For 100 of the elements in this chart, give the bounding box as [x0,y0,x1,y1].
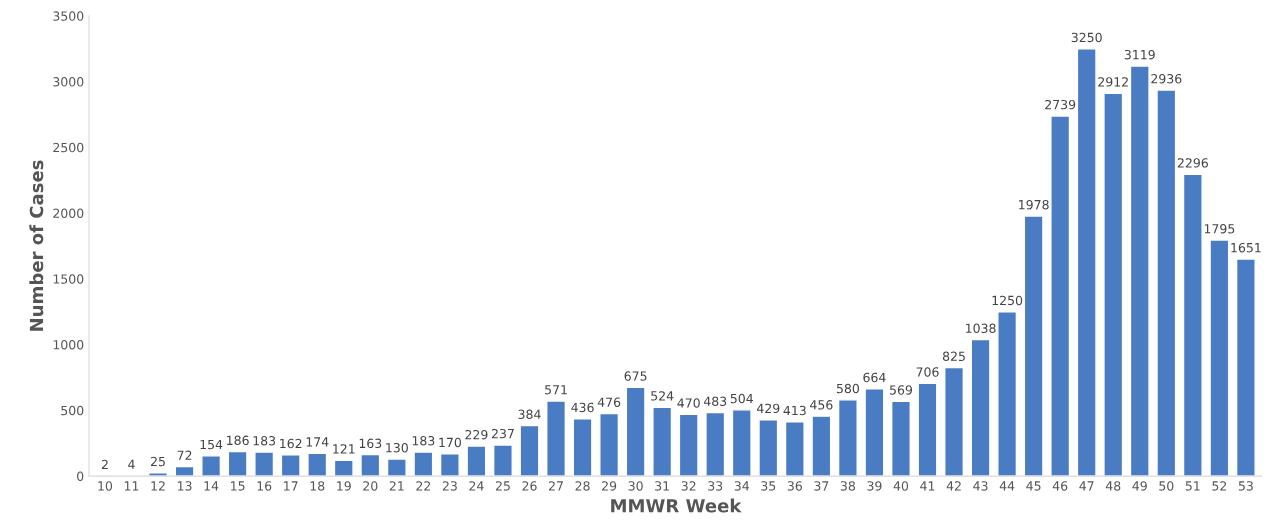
x-tick-label: 36 [787,481,802,491]
x-tick-label: 16 [257,481,272,491]
x-tick-label: 34 [734,481,750,491]
x-tick-label: 32 [681,481,696,491]
bar [1129,65,1150,477]
bar [307,452,328,477]
data-label: 162 [280,438,302,449]
x-tick-label: 10 [98,481,113,491]
data-label: 1978 [1019,199,1049,210]
x-tick-label: 44 [999,481,1015,491]
bar [492,444,513,477]
x-tick-label: 26 [522,481,537,491]
bar [890,400,911,477]
x-tick-label: 12 [151,481,165,491]
data-label: 170 [439,437,461,448]
data-label: 664 [863,372,886,383]
x-tick-label: 42 [946,481,961,491]
bar [784,421,805,477]
x-tick-label: 40 [893,481,909,491]
y-tick-label: 2500 [53,142,84,153]
x-tick-label: 23 [442,481,457,491]
x-tick-label: 15 [231,481,245,491]
x-tick-label: 53 [1238,481,1253,491]
x-tick-label: 25 [495,481,510,491]
data-label: 2936 [1151,73,1182,84]
bar [1235,258,1256,477]
bar [174,465,195,477]
x-tick-label: 17 [284,481,298,491]
bar [917,382,938,477]
data-label: 2739 [1045,99,1076,110]
y-tick-label: 500 [61,405,84,416]
x-tick-label: 41 [920,481,935,491]
x-tick-label: 46 [1052,481,1068,491]
bar [1182,173,1203,477]
x-tick-label: 13 [177,481,192,491]
bar [864,388,885,477]
y-tick-label: 2000 [53,208,84,219]
data-label: 3119 [1124,49,1155,60]
y-axis-title: Number of Cases [29,160,44,331]
bar [837,399,858,477]
bar [280,454,301,477]
data-label: 384 [518,409,541,420]
bar [625,386,646,477]
data-label: 3250 [1071,32,1102,43]
bar [254,451,275,477]
x-tick-label: 27 [548,481,563,491]
data-label: 470 [677,398,700,408]
x-tick-label: 50 [1159,481,1174,491]
x-tick-label: 49 [1132,481,1147,491]
data-label: 174 [306,437,329,447]
data-label: 569 [890,385,913,395]
data-label: 2912 [1098,77,1128,87]
data-label: 571 [545,385,567,395]
bar [678,413,699,477]
x-tick-label: 31 [655,481,669,491]
data-label: 1651 [1231,242,1261,253]
bar [652,406,673,477]
bar [970,338,991,477]
x-tick-label: 28 [575,481,590,491]
x-tick-label: 38 [840,481,855,491]
data-label: 1038 [966,323,996,334]
data-label: 2 [101,459,108,470]
x-tick-label: 43 [973,481,988,491]
data-label: 229 [465,429,488,440]
bar [360,453,381,477]
x-tick-label: 19 [337,481,351,491]
bar [811,415,832,477]
x-tick-label: 33 [708,481,723,491]
bar [758,418,779,477]
data-label: 4 [128,459,135,469]
bar [519,424,540,477]
bar [413,451,434,477]
data-label: 25 [150,456,165,467]
data-label: 456 [810,400,833,410]
x-axis-title: MMWR Week [611,498,742,513]
bar [1076,48,1097,477]
data-label: 825 [942,351,965,362]
bar [731,409,752,477]
x-tick-label: 39 [867,481,882,491]
x-tick-label: 37 [814,481,829,491]
data-label: 1250 [992,295,1023,306]
data-label: 524 [651,391,674,401]
x-tick-label: 14 [204,481,219,491]
bar [333,459,354,477]
x-tick-label: 29 [602,481,617,491]
x-tick-label: 45 [1026,481,1041,491]
x-tick-label: 35 [761,481,776,491]
bar [227,450,248,477]
x-tick-label: 52 [1212,481,1227,491]
y-tick-label: 1000 [53,340,84,350]
data-label: 504 [730,393,753,404]
x-tick-label: 20 [363,481,378,491]
bar [201,455,222,477]
y-tick-label: 1500 [53,274,84,284]
bar [599,412,620,477]
bar [572,418,593,477]
x-tick-label: 11 [124,481,139,491]
data-label: 186 [227,435,249,446]
bar [1023,215,1044,477]
y-tick-label: 0 [77,471,84,482]
